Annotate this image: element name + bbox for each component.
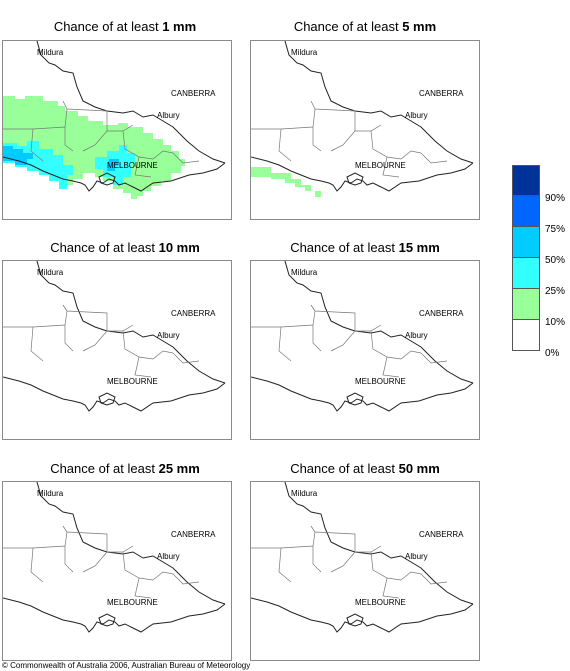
legend-swatch: [512, 227, 540, 258]
panel-title-15mm: Chance of at least 15 mm: [240, 240, 490, 255]
city-label-mildura: Mildura: [37, 489, 64, 498]
city-label-albury: Albury: [157, 552, 180, 561]
panel-title-10mm: Chance of at least 10 mm: [0, 240, 250, 255]
city-label-mildura: Mildura: [37, 48, 64, 57]
legend-label-75: 75%: [545, 224, 566, 235]
panel-title-prefix: Chance of at least: [290, 461, 399, 476]
city-label-melbourne: MELBOURNE: [107, 598, 158, 607]
panel-title-amount: 10 mm: [158, 240, 200, 255]
band-10-25-area: [251, 167, 321, 197]
city-label-albury: Albury: [157, 111, 180, 120]
legend-swatch: [512, 258, 540, 289]
city-label-melbourne: MELBOURNE: [107, 161, 158, 170]
panel-title-prefix: Chance of at least: [53, 19, 163, 34]
panel-title-prefix: Chance of at least: [293, 19, 403, 34]
legend-label-25: 25%: [545, 286, 566, 297]
city-label-canberra: CANBERRA: [419, 530, 464, 539]
city-label-mildura: Mildura: [291, 489, 318, 498]
state-outline: [3, 41, 226, 192]
rain-chance-overlay-5mm: [251, 41, 474, 197]
city-label-albury: Albury: [405, 331, 428, 340]
panel-title-amount: 1 mm: [162, 19, 197, 34]
state-outline: [3, 482, 226, 633]
city-label-canberra: CANBERRA: [419, 309, 464, 318]
city-label-mildura: Mildura: [291, 48, 318, 57]
panel-title-amount: 50 mm: [398, 461, 440, 476]
map-panel-25mm: Mildura CANBERRA Albury MELBOURNE: [2, 481, 232, 661]
city-label-canberra: CANBERRA: [171, 530, 216, 539]
panel-title-1mm: Chance of at least 1 mm: [0, 19, 250, 34]
panel-title-amount: 5 mm: [402, 19, 437, 34]
city-label-canberra: CANBERRA: [171, 309, 216, 318]
legend-swatch: [512, 289, 540, 320]
legend-swatch: [512, 320, 540, 351]
panel-title-prefix: Chance of at least: [50, 461, 159, 476]
city-label-melbourne: MELBOURNE: [107, 377, 158, 386]
state-outline: [251, 41, 474, 192]
panel-title-amount: 25 mm: [158, 461, 200, 476]
panel-title-5mm: Chance of at least 5 mm: [240, 19, 490, 34]
legend-label-0: 0%: [545, 348, 560, 359]
rain-chance-overlay-1mm: [3, 41, 226, 199]
map-panel-10mm: Mildura CANBERRA Albury MELBOURNE: [2, 260, 232, 440]
panel-title-prefix: Chance of at least: [290, 240, 399, 255]
city-label-albury: Albury: [157, 331, 180, 340]
city-label-albury: Albury: [405, 111, 428, 120]
legend-label-50: 50%: [545, 255, 566, 266]
panel-title-25mm: Chance of at least 25 mm: [0, 461, 250, 476]
state-outline: [3, 261, 226, 412]
map-panel-15mm: Mildura CANBERRA Albury MELBOURNE: [250, 260, 480, 440]
panel-title-50mm: Chance of at least 50 mm: [240, 461, 490, 476]
city-label-canberra: CANBERRA: [171, 89, 216, 98]
band-25-50-area: [3, 141, 135, 189]
city-label-melbourne: MELBOURNE: [355, 598, 406, 607]
city-label-canberra: CANBERRA: [419, 89, 464, 98]
legend-label-10: 10%: [545, 317, 566, 328]
city-label-albury: Albury: [405, 552, 428, 561]
city-label-mildura: Mildura: [291, 268, 318, 277]
legend-label-90: 90%: [545, 193, 566, 204]
copyright-footer: © Commonwealth of Australia 2006, Austra…: [2, 661, 251, 670]
map-panel-5mm: Mildura CANBERRA Albury MELBOURNE: [250, 40, 480, 220]
legend-swatch: [512, 165, 540, 196]
legend-swatch: [512, 196, 540, 227]
color-legend: [512, 165, 540, 351]
city-label-melbourne: MELBOURNE: [355, 161, 406, 170]
state-outline: [251, 482, 474, 633]
panel-title-amount: 15 mm: [398, 240, 440, 255]
panel-title-prefix: Chance of at least: [50, 240, 159, 255]
map-panel-50mm: Mildura CANBERRA Albury MELBOURNE: [250, 481, 480, 661]
band-50-75-area: [3, 146, 119, 171]
map-panel-1mm: Mildura CANBERRA Albury MELBOURNE: [2, 40, 232, 220]
state-outline: [251, 261, 474, 412]
city-label-melbourne: MELBOURNE: [355, 377, 406, 386]
city-label-mildura: Mildura: [37, 268, 64, 277]
